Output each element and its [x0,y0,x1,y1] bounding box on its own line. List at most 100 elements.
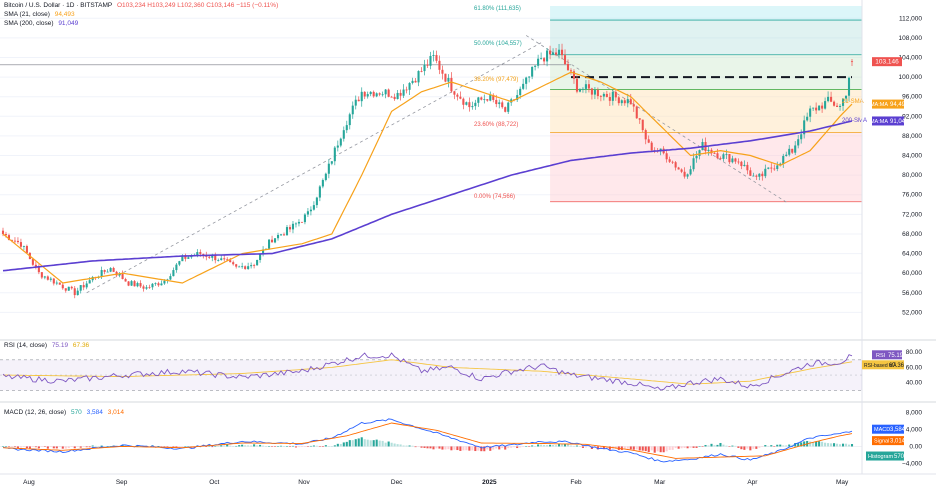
macd-histogram-bar [555,445,558,447]
candle-body [806,116,809,121]
candle-body [818,105,821,111]
candle-body [450,77,453,92]
macd-histogram-bar [342,442,345,447]
candlestick-series [1,43,854,299]
candle-body [830,96,833,102]
candle-body [522,83,525,89]
macd-histogram-bar [49,446,52,447]
candle-body [537,58,540,66]
candle-body [755,175,758,177]
fibonacci-retracement[interactable] [550,6,862,203]
macd-histogram-bar [483,446,486,452]
rsi-legend-value: 75.19 [51,342,69,349]
macd-histogram-bar [82,446,85,447]
macd-histogram-bar [468,446,471,451]
price-axis[interactable]: 112,000 108,000 104,000 100,000 96,000 92,000… [899,15,923,316]
candle-body [815,107,818,111]
macd-histogram-bar [701,446,704,447]
macd-histogram-bar [163,446,166,447]
macd-histogram-bar [584,446,587,448]
macd-histogram-bar [752,446,755,449]
candle-body [381,94,384,96]
macd-histogram-bar [396,444,399,447]
candle-body [55,282,58,284]
candle-body [16,240,19,243]
fib-50-label: 50.00% (104,557) [474,41,522,47]
trend-lines[interactable] [0,35,852,294]
macd-histogram-bar [94,445,97,447]
macd-histogram-bar [722,444,725,447]
macd-histogram-bar [333,445,336,447]
fib-0-label: 0.00% (74,566) [474,194,515,200]
macd-histogram-bar [423,446,426,448]
macd-histogram-bar [282,446,286,447]
macd-histogram-bar [276,446,280,447]
candle-body [399,92,402,96]
candle-body [605,93,608,97]
macd-histogram-bar [253,444,256,447]
macd-histogram-bar [510,446,513,448]
candle-body [208,256,211,258]
macd-histogram-bar [833,443,836,447]
candle-body [148,287,151,289]
macd-histogram-bar [426,446,429,449]
macd-histogram-bar [309,445,312,447]
rsi-pane[interactable] [0,352,862,391]
macd-histogram-bar [785,445,788,447]
macd-histogram-bar [351,440,354,447]
macd-histogram-bar [704,444,707,447]
macd-histogram-bar [250,445,253,447]
candle-body [492,95,495,100]
sma21-legend[interactable]: SMA (21, close) 94,493 [4,11,75,18]
rsi-ma-tag-label: RSI-based MA [864,363,897,369]
macd-histogram-bar [486,446,489,450]
candle-body [674,162,677,168]
time-tick-label: Feb [570,479,582,486]
candle-body [528,76,531,78]
macd-histogram-bar [546,445,549,447]
candle-body [626,99,629,104]
macd-histogram-bar [435,446,438,449]
macd-histogram-bar [638,446,641,451]
macd-histogram-bar [665,446,668,452]
macd-histogram-bar [303,446,306,447]
sma200-legend[interactable]: SMA (200, close) 91,049 [4,20,78,27]
macd-histogram-bar [513,446,516,448]
macd-legend[interactable]: MACD (12, 26, close) 570 3,584 3,014 [4,409,124,416]
macd-histogram-bar [268,446,271,447]
candle-body [411,80,414,84]
macd-histogram-bar [306,446,309,447]
candle-body [782,155,785,164]
candle-body [847,77,851,96]
macd-histogram-bar [552,445,555,447]
candle-body [220,258,223,261]
macd-histogram-bar [710,443,713,447]
candle-body [321,179,324,187]
candle-body [680,169,683,172]
macd-histogram-bar [758,446,761,448]
candle-body [181,255,184,262]
price-tick-label: 64,000 [902,251,922,258]
macd-histogram-bar [70,446,73,447]
macd-pane[interactable] [0,418,862,463]
macd-histogram-bar [288,446,292,447]
macd-histogram-bar [336,443,339,447]
time-axis[interactable]: Aug Sep Oct Nov Dec 2025 Feb Mar Apr May [23,479,849,486]
fib-382-label: 38.20% (97,479) [474,77,518,83]
candle-body [187,257,190,259]
macd-histogram-bar [743,446,746,450]
candle-body [82,285,85,288]
candle-body [608,96,611,101]
macd-histogram-bar [348,440,351,447]
rsi-tick-label: 60.00 [906,364,923,371]
symbol-legend[interactable]: Bitcoin / U.S. Dollar · 1D · BITSTAMP O1… [4,2,278,9]
candle-body [773,168,776,170]
macd-histogram-bar [528,446,531,447]
candle-body [136,283,139,287]
sma200-legend-label: SMA (200, close) [4,20,54,27]
candle-body [256,260,259,266]
macd-histogram-bar [411,445,414,447]
rsi-legend[interactable]: RSI (14, close) 75.19 67.36 [4,342,89,349]
candle-body [557,49,561,55]
macd-histogram-bar [647,446,650,453]
